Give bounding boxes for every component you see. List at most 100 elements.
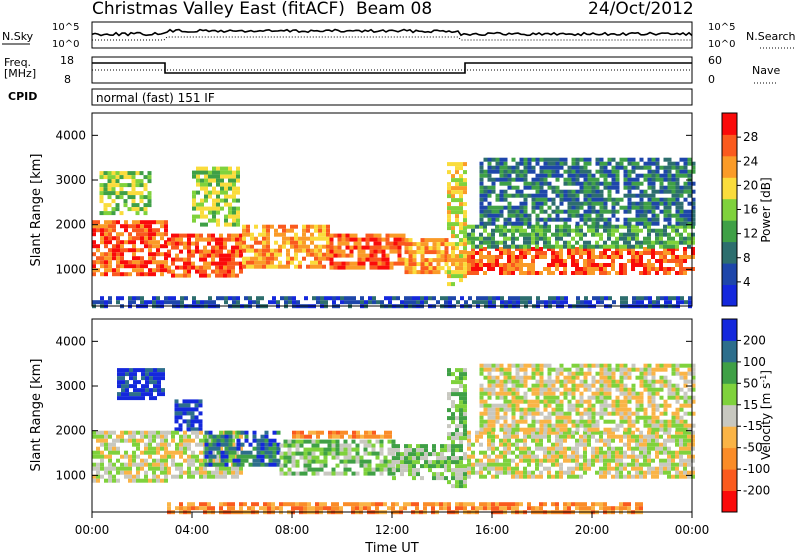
velocity-cell [663,383,668,388]
power-cell [254,240,258,245]
power-cell [595,267,599,271]
power-cell [655,161,660,166]
velocity-cell [363,447,368,452]
velocity-cell [199,450,203,455]
velocity-cell [112,462,116,467]
velocity-cell [379,471,384,476]
velocity-cell [195,470,199,475]
power-cell [246,224,250,229]
power-cell [187,249,191,254]
power-cell [132,252,136,257]
velocity-cell [491,363,496,368]
power-cell [262,232,266,237]
power-cell [559,165,564,170]
power-cell [595,157,600,162]
velocity-cell [651,438,655,443]
power-cell [591,177,596,182]
colorbar-swatch [722,134,737,157]
power-cell [531,181,536,186]
velocity-cell [451,416,455,421]
power-cell [603,221,608,226]
power-cell [527,213,532,218]
velocity-cell [236,446,241,451]
velocity-cell [424,452,428,457]
velocity-cell [623,411,628,416]
velocity-cell [655,367,660,372]
velocity-cell [503,454,507,459]
y-tick-label: 1000 [55,262,86,276]
velocity-cell [268,462,273,467]
velocity-cell [152,446,156,451]
velocity-cell [623,375,628,380]
power-cell [627,205,632,210]
velocity-cell [459,416,463,421]
velocity-cell [291,455,296,460]
power-cell [266,236,270,241]
power-cell [503,228,507,233]
velocity-cell [160,458,164,463]
velocity-cell [627,462,631,467]
velocity-cell [219,474,223,479]
velocity-cell [503,379,508,384]
velocity-cell [615,466,619,471]
power-cell [131,191,136,196]
velocity-cell [351,471,356,476]
power-cell [290,256,294,261]
power-cell [503,217,508,222]
power-cell [507,255,511,259]
power-cell [111,175,116,180]
velocity-cell [479,423,484,428]
power-cell [691,181,696,186]
velocity-cell [507,446,511,451]
power-cell [448,296,452,301]
power-cell [278,260,282,265]
power-cell [591,267,595,271]
power-cell [235,273,239,278]
power-cell [604,296,608,301]
velocity-cell [583,383,588,388]
velocity-cell [615,434,619,439]
velocity-cell [531,430,535,435]
power-cell [306,248,310,253]
power-cell [483,205,488,210]
power-cell [667,224,671,229]
power-cell [583,169,588,174]
velocity-cell [607,367,612,372]
velocity-cell [471,454,475,459]
velocity-cell [615,395,620,400]
power-cell [559,224,563,229]
power-cell [175,253,179,258]
velocity-cell [136,474,140,479]
power-cell [563,232,567,237]
velocity-cell [575,411,580,416]
power-cell [639,173,644,178]
power-cell [191,249,195,254]
power-cell [667,197,672,202]
velocity-cell [503,442,507,447]
velocity-cell [535,403,540,408]
velocity-cell [463,376,467,381]
power-cell [212,186,216,191]
velocity-cell [535,391,540,396]
velocity-cell [543,446,547,451]
power-cell [491,165,496,170]
velocity-cell [272,446,277,451]
velocity-cell [543,419,548,424]
velocity-cell [507,391,512,396]
velocity-cell [631,387,636,392]
velocity-cell [643,375,648,380]
velocity-cell [379,443,384,448]
velocity-cell [178,407,183,412]
velocity-cell [311,439,316,444]
power-cell [459,258,463,263]
velocity-cell [287,467,292,472]
power-cell [369,233,374,238]
power-cell [232,210,236,215]
power-cell [111,171,116,176]
power-cell [515,228,519,233]
velocity-cell [216,442,221,447]
velocity-cell [599,399,604,404]
power-cell [651,157,656,162]
velocity-cell [559,399,564,404]
velocity-cell [343,443,348,448]
